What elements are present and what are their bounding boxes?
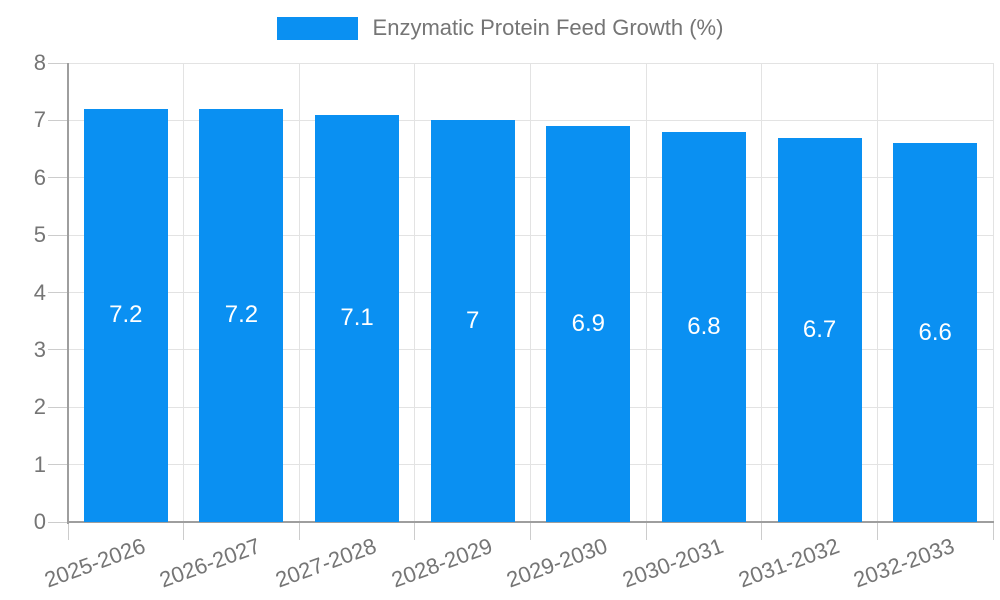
x-tick — [876, 522, 878, 540]
y-tick-label: 8 — [33, 50, 46, 75]
x-tick — [761, 522, 763, 540]
bar-value-label: 6.6 — [918, 318, 952, 346]
y-tick-label: 4 — [33, 279, 46, 305]
v-gridline — [645, 63, 647, 522]
v-gridline — [298, 63, 300, 522]
x-tick — [67, 522, 69, 540]
legend-label: Enzymatic Protein Feed Growth (%) — [372, 15, 724, 40]
bar-value-label: 7.2 — [109, 301, 143, 329]
y-tick-label: 1 — [33, 451, 46, 477]
x-tick — [183, 522, 185, 540]
y-tick-label: 3 — [33, 336, 46, 362]
v-gridline — [761, 63, 763, 522]
y-tick — [48, 234, 68, 236]
v-gridline — [414, 63, 416, 522]
v-gridline — [876, 63, 878, 522]
y-tick — [48, 292, 68, 293]
v-gridline — [530, 63, 531, 522]
y-tick-label: 2 — [33, 394, 46, 420]
bar — [199, 108, 284, 522]
x-axis-line — [67, 521, 994, 523]
plot-area: 0 1 2 3 4 5 6 7 8 7.2 7.2 7.1 7 6.9 6.8 6.7 6.6 2025-2026… — [34, 50, 994, 592]
y-tick — [48, 406, 68, 408]
y-tick-label: 7 — [33, 107, 46, 133]
y-tick-label: 6 — [33, 164, 46, 190]
y-tick-label: 0 — [33, 509, 46, 534]
x-tick — [530, 522, 531, 540]
bar — [777, 137, 862, 522]
bar — [430, 120, 515, 522]
y-tick — [48, 177, 68, 179]
x-tick — [298, 522, 300, 540]
bar — [83, 108, 168, 522]
y-tick — [48, 119, 68, 121]
y-tick-label: 5 — [33, 222, 46, 248]
y-axis-line — [67, 63, 69, 524]
y-tick — [48, 349, 68, 351]
bar-value-label: 7.1 — [340, 304, 374, 332]
bar-value-label: 6.7 — [802, 315, 837, 343]
bar — [893, 143, 978, 522]
bar — [546, 126, 631, 522]
y-tick — [48, 464, 68, 466]
x-tick — [645, 522, 647, 540]
x-tick — [414, 522, 416, 540]
legend-swatch — [276, 16, 358, 40]
y-tick — [48, 521, 68, 523]
legend: Enzymatic Protein Feed Growth (%) — [0, 14, 1000, 42]
bar-value-label: 6.9 — [571, 310, 605, 338]
bar-value-label: 6.8 — [687, 312, 721, 340]
y-tick — [48, 62, 68, 64]
x-tick — [992, 522, 994, 540]
v-gridline — [992, 63, 994, 522]
bar-value-label: 7.2 — [224, 301, 259, 329]
bar — [661, 131, 746, 522]
bar — [315, 114, 400, 522]
bar-value-label: 7 — [466, 307, 480, 335]
v-gridline — [183, 63, 185, 522]
